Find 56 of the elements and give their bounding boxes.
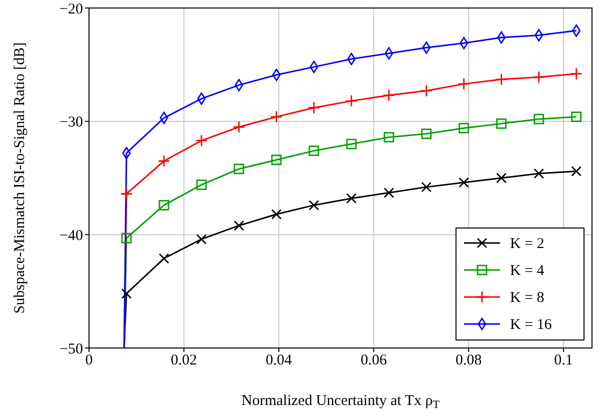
point (495, 73, 508, 86)
point (458, 78, 470, 90)
point (532, 70, 546, 84)
point (421, 128, 432, 139)
x-tick-label: 0.04 (266, 352, 292, 369)
point (534, 168, 544, 179)
point (458, 122, 470, 134)
point (345, 94, 358, 108)
point (458, 177, 470, 188)
point (571, 112, 582, 122)
point (234, 220, 244, 231)
point (271, 154, 282, 166)
legend-label: K = 4 (510, 263, 545, 279)
point (232, 120, 246, 134)
point (308, 200, 320, 210)
point (420, 84, 433, 97)
point (158, 154, 170, 168)
point (496, 118, 507, 129)
point (534, 114, 544, 124)
point (346, 138, 357, 150)
point (534, 29, 544, 42)
y-tick-label: −20 (60, 1, 83, 18)
point (308, 146, 320, 156)
point (384, 132, 394, 142)
y-tick-label: −40 (60, 228, 83, 244)
point (270, 110, 283, 123)
y-tick-label: −30 (60, 114, 83, 131)
point (196, 180, 207, 190)
legend-label: K = 8 (510, 290, 544, 306)
x-tick-label: 0.08 (456, 352, 482, 369)
point (496, 172, 507, 184)
point (158, 253, 170, 264)
point (382, 89, 396, 102)
x-tick-label: 0.1 (554, 352, 573, 369)
point (196, 234, 207, 244)
legend-label: K = 16 (510, 317, 552, 333)
point (384, 188, 394, 198)
point (570, 68, 583, 80)
legend-label: K = 2 (510, 236, 544, 252)
x-axis-title: Normalized Uncertainty at Tx ρ$_{T}$ (241, 393, 440, 411)
x-tick-label: 0.06 (360, 352, 388, 369)
x-tick-label: 0 (85, 352, 93, 369)
point (346, 193, 357, 204)
x-tick-label: 0.02 (170, 352, 198, 369)
point (121, 288, 132, 299)
point (195, 134, 208, 147)
point (120, 188, 133, 200)
point (121, 232, 132, 244)
y-axis-title: Subspace-Mismatch ISI-to-Signal Ratio [dB] (12, 42, 28, 314)
point (158, 200, 170, 210)
y-tick-label: −50 (60, 341, 83, 358)
point (308, 102, 320, 114)
point (571, 166, 582, 176)
point (421, 182, 432, 192)
point (271, 209, 282, 220)
point (234, 164, 244, 174)
